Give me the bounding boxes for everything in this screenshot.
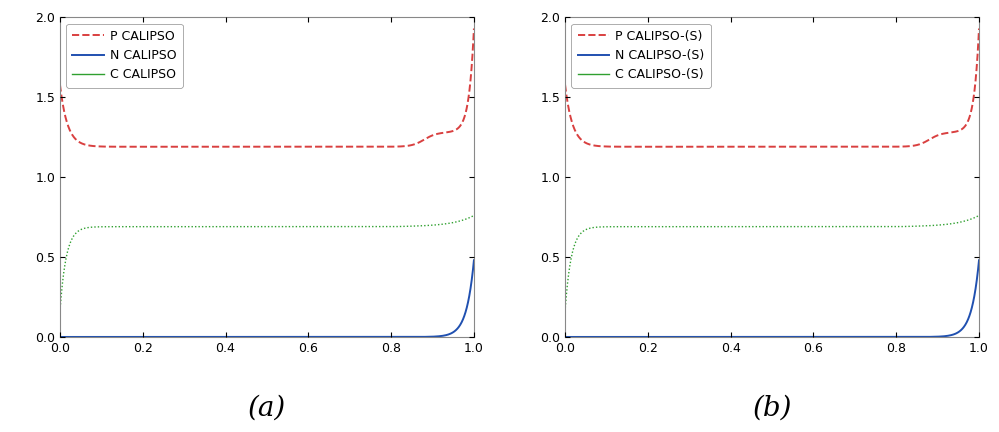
Line: C CALIPSO-(S): C CALIPSO-(S) (565, 216, 979, 311)
Legend: P CALIPSO-(S), N CALIPSO-(S), C CALIPSO-(S): P CALIPSO-(S), N CALIPSO-(S), C CALIPSO-… (571, 23, 710, 88)
N CALIPSO-(S) (606, 334, 618, 340)
P CALIPSO-(S) (920, 139, 932, 144)
N CALIPSO-(S) (965, 308, 977, 314)
C CALIPSO-(S) (717, 224, 729, 229)
N CALIPSO-(S) (559, 334, 571, 340)
P CALIPSO (54, 82, 66, 87)
N CALIPSO-(S) (717, 334, 729, 340)
C CALIPSO-(S) (559, 309, 571, 314)
Line: P CALIPSO-(S): P CALIPSO-(S) (565, 29, 979, 147)
P CALIPSO-(S) (559, 82, 571, 87)
P CALIPSO (257, 144, 269, 149)
C CALIPSO-(S) (630, 224, 642, 229)
C CALIPSO (54, 309, 66, 314)
Text: (b): (b) (752, 394, 792, 422)
C CALIPSO (460, 216, 472, 222)
C CALIPSO (468, 213, 480, 218)
N CALIPSO (101, 334, 113, 340)
C CALIPSO-(S) (920, 223, 932, 229)
Line: N CALIPSO-(S): N CALIPSO-(S) (565, 260, 979, 337)
N CALIPSO (213, 334, 225, 340)
C CALIPSO-(S) (606, 224, 618, 229)
P CALIPSO (126, 144, 138, 149)
N CALIPSO-(S) (630, 334, 642, 340)
N CALIPSO-(S) (735, 334, 747, 340)
P CALIPSO (416, 139, 428, 144)
C CALIPSO (213, 224, 225, 229)
Legend: P CALIPSO, N CALIPSO, C CALIPSO: P CALIPSO, N CALIPSO, C CALIPSO (66, 23, 183, 88)
Line: C CALIPSO: C CALIPSO (60, 216, 474, 311)
P CALIPSO (468, 26, 480, 31)
P CALIPSO-(S) (965, 109, 977, 114)
P CALIPSO (231, 144, 243, 149)
P CALIPSO-(S) (717, 144, 729, 149)
N CALIPSO (416, 334, 428, 340)
N CALIPSO (54, 334, 66, 340)
N CALIPSO (468, 257, 480, 263)
C CALIPSO-(S) (973, 213, 985, 218)
N CALIPSO (126, 334, 138, 340)
P CALIPSO-(S) (735, 144, 747, 149)
P CALIPSO-(S) (973, 26, 985, 31)
Text: (a): (a) (248, 394, 286, 422)
C CALIPSO (126, 224, 138, 229)
Line: P CALIPSO: P CALIPSO (60, 29, 474, 147)
P CALIPSO (460, 109, 472, 114)
C CALIPSO (231, 224, 243, 229)
P CALIPSO-(S) (630, 144, 642, 149)
N CALIPSO (460, 308, 472, 314)
P CALIPSO-(S) (762, 144, 774, 149)
C CALIPSO-(S) (965, 216, 977, 222)
N CALIPSO (231, 334, 243, 340)
P CALIPSO (101, 144, 113, 149)
N CALIPSO-(S) (973, 257, 985, 263)
Line: N CALIPSO: N CALIPSO (60, 260, 474, 337)
P CALIPSO (213, 144, 225, 149)
C CALIPSO-(S) (735, 224, 747, 229)
C CALIPSO (416, 223, 428, 229)
P CALIPSO-(S) (606, 144, 618, 149)
C CALIPSO (101, 224, 113, 229)
N CALIPSO-(S) (920, 334, 932, 340)
